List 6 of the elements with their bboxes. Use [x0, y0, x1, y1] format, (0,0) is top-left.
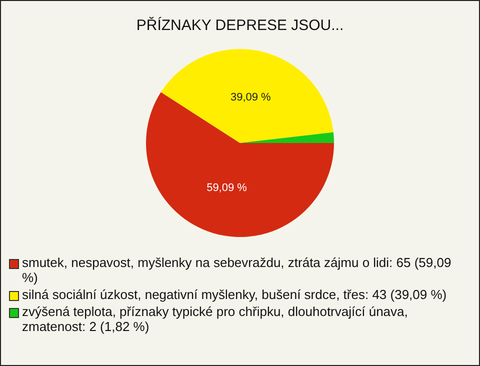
legend-label: smutek, nespavost, myšlenky na sebevraždu, ztráta zájmu o lidi: 65 (59,09 %) [22, 255, 452, 285]
data-label: 59,09 % [206, 182, 248, 194]
chart-title: PŘÍZNAKY DEPRESE JSOU... [136, 16, 344, 34]
legend-label: silná sociální úzkost, negativní myšlenky, bušení srdce, třes: 43 (39,09 %) [22, 287, 447, 302]
legend-label: zvýšená teplota, příznaky typické pro chřipku, dlouhotrvající únava, zmatenost: 2 (1,82 %) [22, 304, 409, 334]
data-label: 39,09 % [230, 91, 272, 104]
